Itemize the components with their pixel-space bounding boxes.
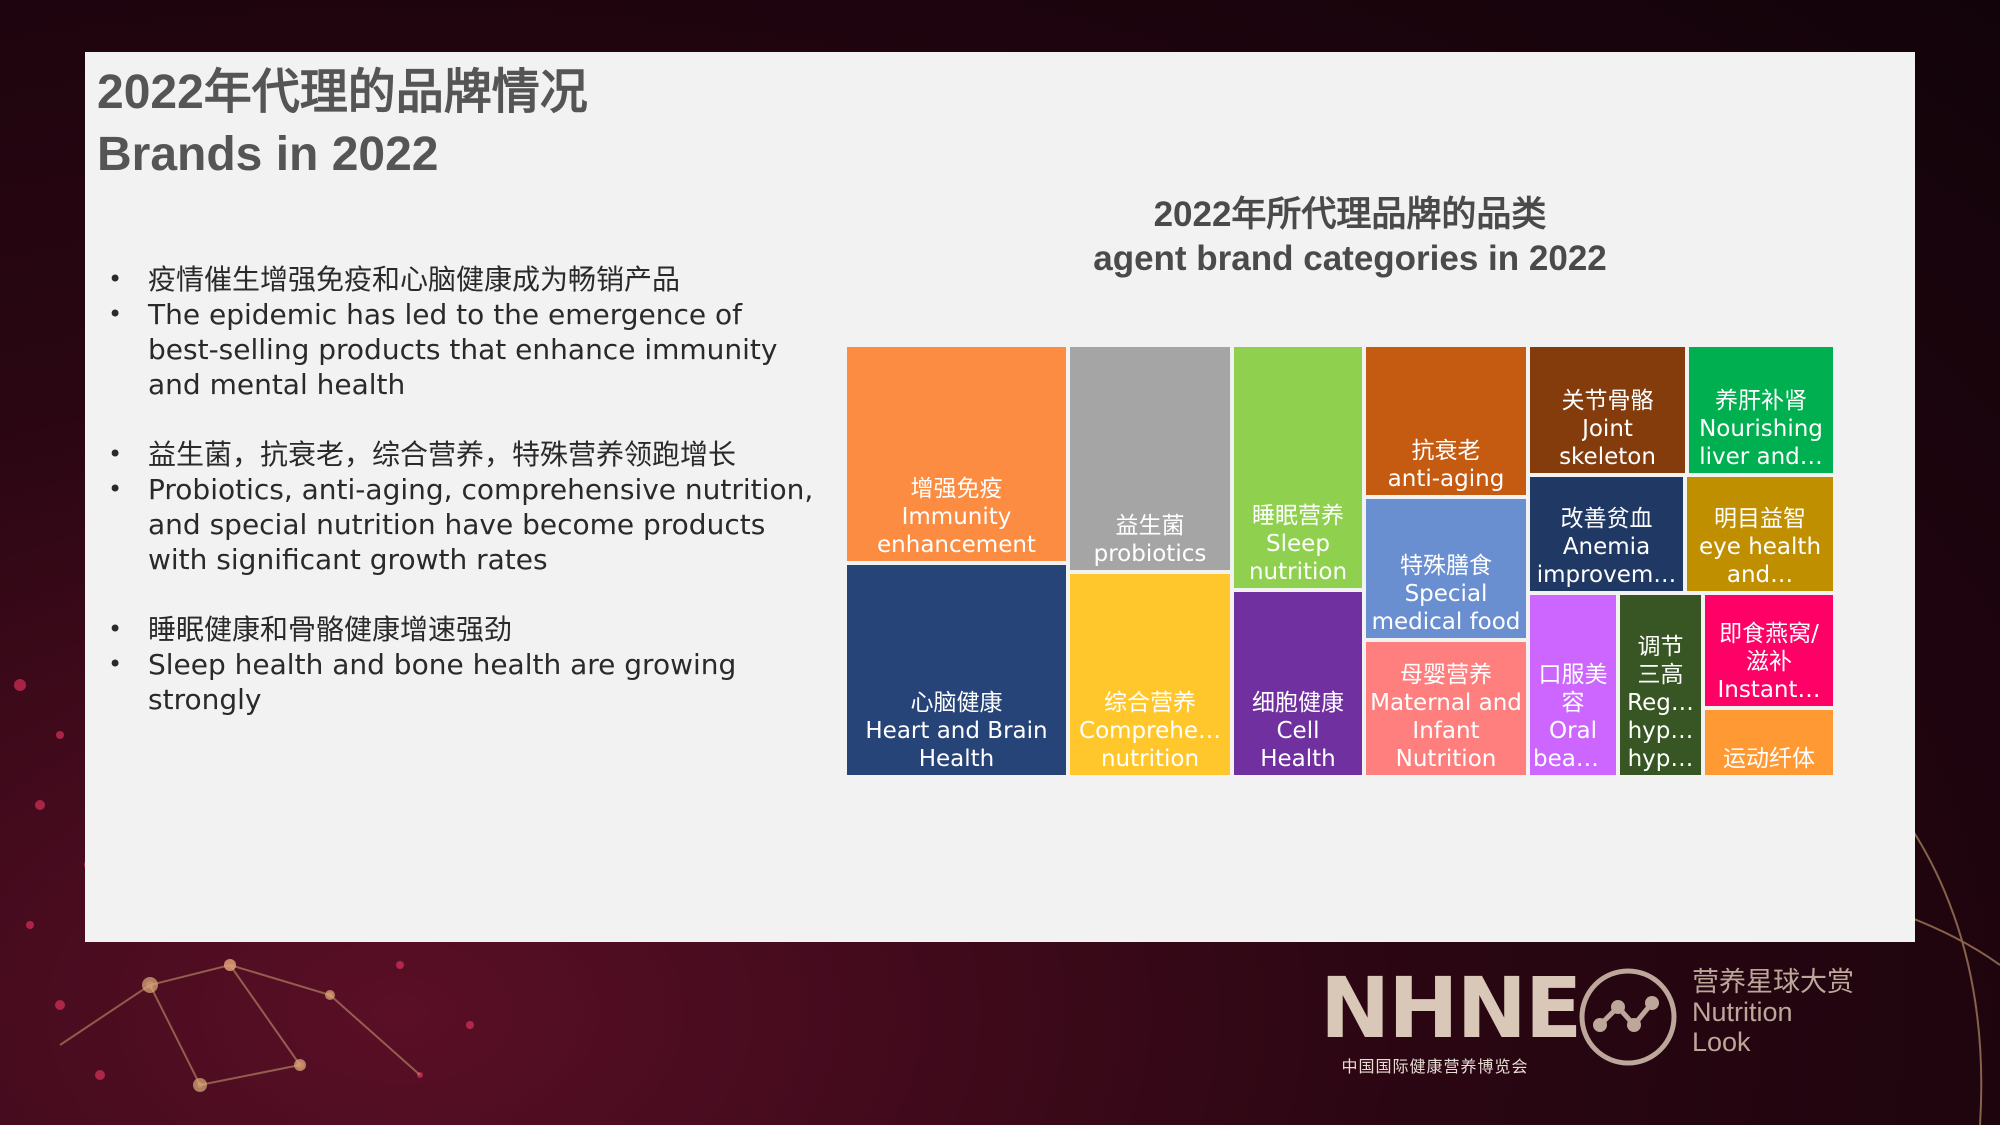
tile-label: hyp… <box>1627 718 1694 744</box>
tile-label: Anemia <box>1562 534 1651 560</box>
tile-label: Nutrition <box>1395 746 1497 772</box>
tile-label: Infant <box>1412 718 1480 744</box>
tile-label: 三高 <box>1637 662 1684 688</box>
nhne-logo-subtitle: 中国国际健康营养博览会 <box>1341 1057 1529 1076</box>
tile-label: 增强免疫 <box>910 476 1003 502</box>
treemap-tile: 即食燕窝/滋补 Instant… <box>1703 593 1835 708</box>
tile-label: and… <box>1726 562 1794 588</box>
tile-label: 关节骨骼 <box>1561 388 1654 414</box>
tile-label: 养肝补肾 <box>1715 388 1807 414</box>
treemap-tile: 特殊膳食 Special medical food <box>1364 497 1528 640</box>
tile-label: anti-aging <box>1387 466 1505 492</box>
treemap-tile: 益生菌 probiotics <box>1068 345 1232 572</box>
bullet-item: 益生菌，抗衰老，综合营养，特殊营养领跑增长 <box>98 437 818 472</box>
tile-label: Reg… <box>1627 690 1694 716</box>
bullet-list: 疫情催生增强免疫和心脑健康成为畅销产品 The epidemic has led… <box>98 262 818 717</box>
nutrition-look-cn: 营养星球大赏 <box>1692 967 1854 997</box>
treemap-tile: 抗衰老 anti-aging <box>1364 345 1528 497</box>
treemap-chart: 增强免疫 Immunity enhancement 心脑健康 Heart and Bra… <box>845 345 1835 777</box>
tile-label: 即食燕窝/ <box>1719 621 1819 647</box>
tile-label: liver and… <box>1699 444 1823 470</box>
tile-label: 母婴营养 <box>1400 662 1492 688</box>
tile-label: Joint <box>1582 416 1633 442</box>
nutrition-look-emblem-icon <box>1579 968 1677 1066</box>
tile-label: nutrition <box>1100 746 1200 772</box>
treemap-tile: 养肝补肾 Nourishing liver and… <box>1687 345 1835 475</box>
tile-label: 调节 <box>1637 634 1684 660</box>
bullet-item: 疫情催生增强免疫和心脑健康成为畅销产品 <box>98 262 818 297</box>
tile-label: Maternal and <box>1370 690 1522 716</box>
nhne-logo: NHNE <box>1320 959 1582 1057</box>
tile-label: Immunity <box>901 504 1012 530</box>
treemap-tile: 口服美容 Oral beauty <box>1528 593 1618 777</box>
heading-line-2: Brands in 2022 <box>97 128 439 181</box>
page-heading: 2022年代理的品牌情况 Brands in 2022 <box>97 62 588 186</box>
tile-label: Instant… <box>1717 677 1821 703</box>
tile-label: 抗衰老 <box>1411 438 1481 464</box>
chart-title-cn: 2022年所代理品牌的品类 <box>1153 195 1547 234</box>
treemap-tile: 增强免疫 Immunity enhancement <box>845 345 1068 563</box>
tile-label: 运动纤体 <box>1723 746 1815 772</box>
treemap-tile: 改善贫血 Anemia improvem… <box>1528 475 1685 593</box>
tile-label: eye health <box>1698 534 1822 560</box>
tile-label: skeleton <box>1559 444 1656 470</box>
treemap-tile: 细胞健康 Cell Health <box>1232 590 1364 777</box>
tile-label: Health <box>918 746 995 772</box>
nutrition-look-en-2: Look <box>1692 1027 1751 1057</box>
tile-label: Cell <box>1276 718 1320 744</box>
treemap-tile: 运动纤体 <box>1703 708 1835 777</box>
tile-label: hyp… <box>1627 746 1694 772</box>
tile-label: 心脑健康 <box>910 690 1003 716</box>
tile-label: Comprehe… <box>1079 718 1221 744</box>
bullet-item: Sleep health and bone health are growing… <box>98 647 818 717</box>
tile-label: medical food <box>1371 609 1521 635</box>
treemap-tile: 母婴营养 Maternal and Infant Nutrition <box>1364 640 1528 777</box>
treemap-tile: 关节骨骼 Joint skeleton <box>1528 345 1687 475</box>
treemap-tile: 心脑健康 Heart and Brain Health <box>845 563 1068 777</box>
tile-label: 特殊膳食 <box>1400 553 1492 579</box>
tile-label: 益生菌 <box>1115 513 1185 539</box>
tile-label: enhancement <box>877 532 1036 558</box>
tile-label: 滋补 <box>1746 649 1792 675</box>
nutrition-look-text: 营养星球大赏 Nutrition Look <box>1692 967 1854 1057</box>
tile-label: 明目益智 <box>1714 506 1806 532</box>
treemap-tile: 明目益智 eye health and… <box>1685 475 1835 593</box>
chart-title: 2022年所代理品牌的品类 agent brand categories in … <box>900 193 1800 281</box>
tile-label: 改善贫血 <box>1560 506 1653 532</box>
nutrition-look-en-1: Nutrition <box>1692 997 1793 1027</box>
tile-label: Oral <box>1548 718 1598 744</box>
tile-label: 综合营养 <box>1104 690 1196 716</box>
bullet-item: Probiotics, anti-aging, comprehensive nu… <box>98 472 818 577</box>
tile-label: probiotics <box>1093 541 1207 567</box>
sponsor-logos: NHNE 中国国际健康营养博览会 营养星球大赏 Nutrition Look <box>1320 959 1880 1076</box>
tile-label: improvem… <box>1536 562 1677 588</box>
heading-line-1: 2022年代理的品牌情况 <box>97 66 588 119</box>
tile-label: Nourishing <box>1699 416 1823 442</box>
tile-label: Special <box>1404 581 1488 607</box>
bullet-item: 睡眠健康和骨骼健康增速强劲 <box>98 612 818 647</box>
tile-label: 细胞健康 <box>1252 690 1344 716</box>
treemap-tile: 调节 三高 Reg… hyp… hyp… <box>1618 593 1703 777</box>
tile-label: Health <box>1260 746 1336 772</box>
tile-label: beauty <box>1533 746 1613 772</box>
treemap-tile: 综合营养 Comprehe… nutrition <box>1068 572 1232 777</box>
tile-label: nutrition <box>1248 559 1348 585</box>
treemap-tile: 睡眠营养 Sleep nutrition <box>1232 345 1364 590</box>
tile-label: 睡眠营养 <box>1252 503 1344 529</box>
tile-label: 容 <box>1561 690 1585 716</box>
chart-title-en: agent brand categories in 2022 <box>1093 239 1607 278</box>
tile-label: 口服美 <box>1538 662 1608 688</box>
bullet-item: The epidemic has led to the emergence of… <box>98 297 818 402</box>
tile-label: Heart and Brain <box>865 718 1048 744</box>
tile-label: Sleep <box>1266 531 1330 557</box>
